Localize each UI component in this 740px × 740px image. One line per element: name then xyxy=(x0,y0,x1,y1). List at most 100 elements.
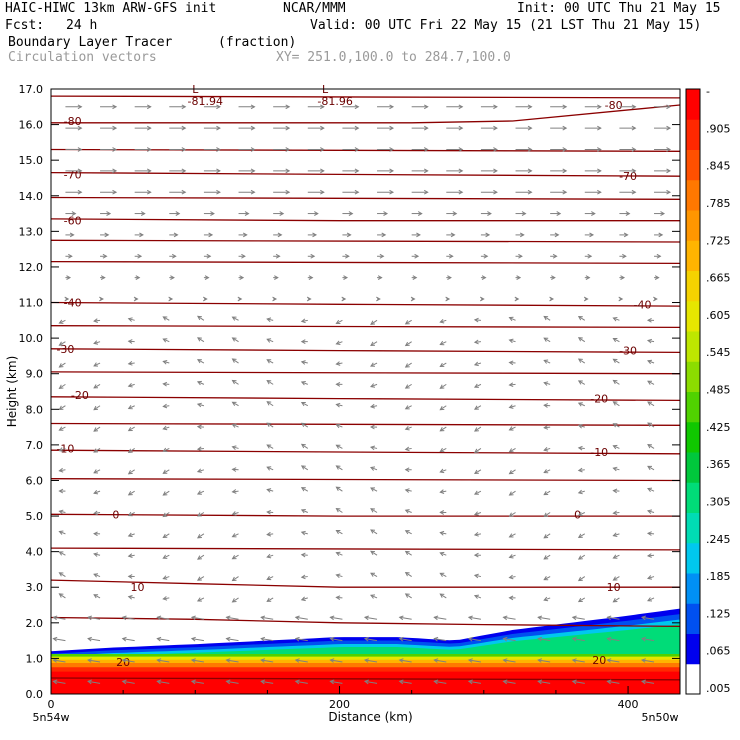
vector-arrowhead xyxy=(66,275,72,280)
vector-arrowhead xyxy=(450,232,456,238)
y-tick-label: 6.0 xyxy=(26,474,44,487)
vector-arrowhead xyxy=(389,125,395,131)
vector-arrowhead xyxy=(458,168,464,174)
vector-arrowhead xyxy=(196,490,202,495)
vector-arrowhead xyxy=(587,253,593,259)
vector-arrow xyxy=(543,554,551,560)
vector-arrowhead xyxy=(473,361,479,367)
vector-arrowhead xyxy=(473,552,479,558)
vector-arrow xyxy=(157,638,170,642)
vector-arrowhead xyxy=(237,296,243,302)
vector-arrowhead xyxy=(266,422,272,427)
vector-arrowhead xyxy=(58,551,64,556)
vector-arrow xyxy=(405,530,412,535)
vector-arrowhead xyxy=(562,147,568,152)
isotherm-line xyxy=(50,148,681,152)
vector-arrowhead xyxy=(52,679,58,685)
vector-arrowhead xyxy=(370,466,376,471)
vector-arrowhead xyxy=(300,465,306,470)
vector-arrowhead xyxy=(508,554,514,559)
colorbar-swatch xyxy=(686,240,700,271)
vector-arrow xyxy=(468,638,481,642)
vector-arrow xyxy=(197,554,205,560)
vector-arrow xyxy=(59,341,66,346)
vector-arrow xyxy=(191,680,205,684)
vector-arrow xyxy=(336,552,343,556)
vector-arrow xyxy=(53,659,66,663)
y-axis-title: Height (km) xyxy=(5,356,19,427)
vector-arrowhead xyxy=(521,211,527,216)
vector-arrowhead xyxy=(404,509,410,514)
vector-arrow xyxy=(399,638,412,642)
vector-arrowhead xyxy=(162,403,168,409)
vector-arrowhead xyxy=(225,636,231,642)
vector-arrowhead xyxy=(93,318,98,323)
vector-arrowhead xyxy=(335,465,341,470)
colorbar-swatch xyxy=(686,603,700,634)
isotherm-line xyxy=(50,348,681,354)
vector-arrowhead xyxy=(335,361,341,366)
isotherm-line xyxy=(50,239,681,243)
vector-arrowhead xyxy=(71,211,77,216)
vector-arrowhead xyxy=(231,337,237,342)
vector-arrowhead xyxy=(127,317,133,322)
vector-arrow xyxy=(468,680,481,684)
vector-arrowhead xyxy=(242,232,248,238)
vector-arrowhead xyxy=(127,491,133,496)
vector-arrowhead xyxy=(68,253,73,259)
vector-arrowhead xyxy=(196,512,202,517)
isotherm-label: -70 xyxy=(619,170,637,183)
isotherm-label: -60 xyxy=(64,215,82,228)
vector-arrowhead xyxy=(300,318,306,324)
colorbar-swatch xyxy=(686,421,700,453)
vector-arrow xyxy=(543,316,551,321)
vector-arrow xyxy=(122,638,135,642)
vector-arrow xyxy=(336,319,343,324)
vector-arrowhead xyxy=(612,532,618,537)
vector-arrowhead xyxy=(389,189,395,195)
vector-arrowhead xyxy=(502,679,508,685)
vector-arrowhead xyxy=(231,576,237,582)
vector-arrowhead xyxy=(335,573,341,579)
vector-arrowhead xyxy=(320,104,325,110)
vector-arrowhead xyxy=(335,444,341,449)
vector-arrowhead xyxy=(666,189,672,195)
vector-arrowhead xyxy=(216,147,221,152)
vector-arrowhead xyxy=(320,189,325,195)
vector-arrow xyxy=(163,533,170,538)
vector-arrowhead xyxy=(300,402,306,407)
vector-arrow xyxy=(434,659,447,663)
vector-arrowhead xyxy=(439,572,445,577)
fcst-value: 24 h xyxy=(66,18,98,33)
vector-arrowhead xyxy=(537,658,543,663)
vector-arrowhead xyxy=(640,658,646,663)
vector-arrow xyxy=(336,530,343,535)
vector-arrowhead xyxy=(300,360,306,365)
vector-arrow xyxy=(59,405,66,410)
vector-arrow xyxy=(405,319,412,325)
vector-arrowhead xyxy=(320,125,325,131)
vector-arrowhead xyxy=(112,104,118,110)
vector-arrowhead xyxy=(647,465,652,471)
vector-arrow xyxy=(538,616,551,620)
vector-arrowhead xyxy=(275,253,281,259)
y-tick-label: 4.0 xyxy=(26,546,44,559)
vector-arrowhead xyxy=(398,658,404,663)
colorbar-label: .365 xyxy=(706,458,731,471)
vector-arrowhead xyxy=(458,189,464,195)
vector-arrowhead xyxy=(577,597,583,603)
vector-arrowhead xyxy=(612,338,618,343)
vector-arrowhead xyxy=(231,445,237,450)
vector-arrowhead xyxy=(439,489,445,494)
vector-arrowhead xyxy=(612,598,618,603)
vector-arrowhead xyxy=(577,555,583,560)
vector-arrow xyxy=(266,444,274,449)
vector-arrowhead xyxy=(527,125,533,131)
vector-arrow xyxy=(266,422,274,428)
vector-arrow xyxy=(232,316,239,321)
vector-arrow xyxy=(59,362,66,368)
vector-arrow xyxy=(468,659,481,663)
vector-arrowhead xyxy=(181,104,187,110)
vector-arrowhead xyxy=(622,253,627,259)
vector-arrowhead xyxy=(508,404,514,409)
